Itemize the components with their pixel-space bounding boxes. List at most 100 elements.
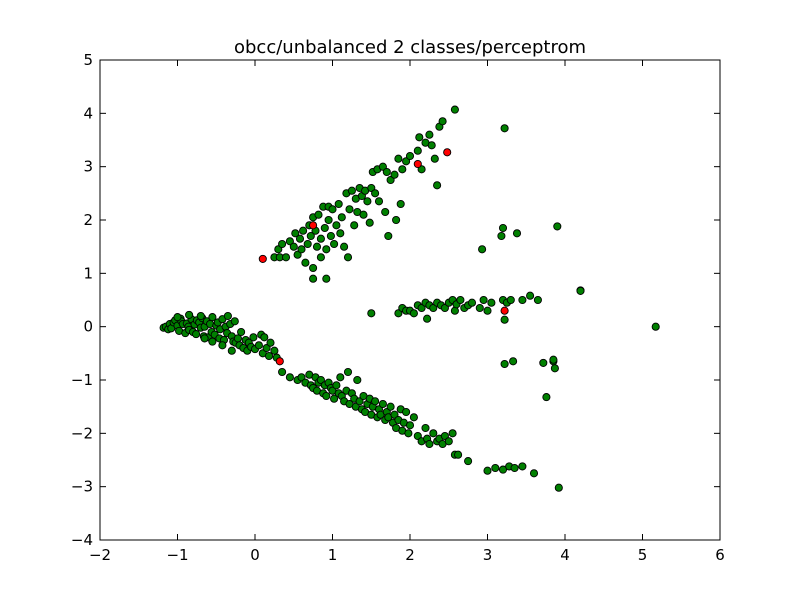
series-1 bbox=[258, 148, 509, 366]
data-point bbox=[475, 303, 484, 313]
data-point bbox=[440, 431, 449, 441]
data-point bbox=[467, 298, 477, 307]
data-point bbox=[332, 221, 341, 230]
data-point bbox=[262, 343, 271, 353]
data-point bbox=[347, 186, 356, 195]
data-point bbox=[384, 231, 393, 241]
data-point bbox=[390, 170, 399, 179]
data-point bbox=[336, 229, 345, 238]
data-point bbox=[386, 175, 395, 185]
y-tick-label: −3 bbox=[71, 478, 93, 496]
y-tick-label: −2 bbox=[71, 424, 93, 442]
data-point bbox=[371, 397, 380, 406]
data-point bbox=[330, 239, 339, 249]
data-point bbox=[554, 483, 563, 492]
data-point bbox=[390, 410, 399, 419]
x-tick-label: 6 bbox=[715, 546, 725, 564]
data-point bbox=[417, 303, 426, 313]
data-point bbox=[289, 242, 298, 251]
data-point bbox=[483, 466, 492, 475]
data-point bbox=[396, 199, 405, 209]
data-point bbox=[365, 218, 374, 227]
data-point bbox=[483, 306, 492, 315]
data-point bbox=[409, 413, 418, 422]
data-point bbox=[227, 346, 236, 355]
data-point bbox=[491, 463, 500, 473]
data-point bbox=[500, 124, 509, 133]
data-point bbox=[316, 234, 325, 243]
data-point bbox=[299, 226, 308, 235]
data-point bbox=[270, 346, 279, 355]
data-point bbox=[529, 469, 539, 478]
data-point bbox=[278, 367, 287, 377]
chart-title: obcc/unbalanced 2 classes/perceptrom bbox=[234, 37, 586, 58]
y-tick-label: 1 bbox=[83, 264, 93, 282]
x-tick-label: 2 bbox=[405, 546, 415, 564]
data-point bbox=[322, 245, 331, 254]
data-point bbox=[456, 295, 465, 305]
data-point bbox=[415, 133, 424, 142]
data-point bbox=[260, 333, 269, 342]
y-tick-label: 3 bbox=[83, 158, 93, 176]
data-point bbox=[230, 317, 239, 326]
data-point bbox=[506, 295, 515, 305]
data-point bbox=[427, 141, 436, 150]
x-tick-label: 1 bbox=[328, 546, 338, 564]
data-point bbox=[497, 231, 506, 241]
data-point bbox=[208, 313, 217, 322]
data-point bbox=[309, 221, 318, 230]
data-point bbox=[487, 298, 496, 307]
data-point bbox=[430, 154, 439, 163]
data-point bbox=[444, 437, 453, 446]
data-point bbox=[500, 306, 509, 315]
data-point bbox=[340, 242, 349, 251]
data-point bbox=[266, 338, 275, 347]
y-tick-label: −4 bbox=[71, 531, 93, 549]
data-point bbox=[316, 253, 325, 262]
data-point bbox=[336, 373, 345, 382]
data-point bbox=[218, 341, 227, 350]
y-tick-label: −1 bbox=[71, 371, 93, 389]
data-point bbox=[173, 313, 182, 322]
data-point bbox=[500, 359, 509, 369]
x-axis: −2 −1 0 1 2 3 4 5 6 bbox=[89, 60, 725, 564]
data-point bbox=[330, 394, 339, 403]
data-point bbox=[454, 450, 463, 459]
data-point bbox=[402, 407, 411, 417]
data-point bbox=[337, 213, 346, 222]
data-point bbox=[433, 181, 442, 190]
data-point bbox=[249, 333, 258, 342]
y-tick-label: 2 bbox=[83, 211, 93, 229]
data-point bbox=[392, 215, 401, 225]
data-point bbox=[425, 439, 434, 449]
data-point bbox=[324, 215, 333, 225]
data-point bbox=[303, 239, 312, 249]
x-tick-label: −2 bbox=[89, 546, 111, 564]
data-point bbox=[297, 245, 306, 254]
data-point bbox=[498, 465, 508, 474]
data-point bbox=[443, 148, 452, 157]
data-point bbox=[264, 351, 274, 361]
data-point bbox=[438, 117, 447, 126]
data-point bbox=[374, 197, 384, 206]
data-point bbox=[386, 402, 395, 411]
data-point bbox=[405, 421, 415, 430]
data-point bbox=[394, 309, 403, 318]
y-tick-label: 5 bbox=[83, 51, 93, 69]
series-0 bbox=[159, 105, 660, 492]
data-point bbox=[208, 337, 217, 346]
data-point bbox=[518, 462, 527, 471]
data-point bbox=[498, 223, 508, 233]
data-point bbox=[345, 205, 354, 214]
data-point bbox=[258, 254, 267, 263]
data-point bbox=[332, 381, 341, 390]
data-point bbox=[512, 229, 522, 238]
data-point bbox=[421, 423, 430, 433]
data-point bbox=[425, 130, 434, 139]
data-point bbox=[350, 221, 359, 230]
x-tick-label: 0 bbox=[250, 546, 260, 564]
data-point bbox=[285, 373, 294, 382]
data-point bbox=[237, 327, 246, 337]
y-tick-label: 0 bbox=[83, 318, 93, 336]
data-point bbox=[275, 357, 284, 366]
